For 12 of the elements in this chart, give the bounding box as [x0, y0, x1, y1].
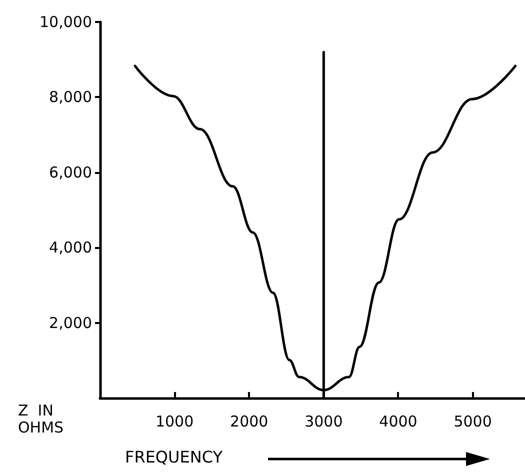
x-axis-title: FREQUENCY [125, 448, 223, 466]
y-tick-label: 4,000 [49, 238, 92, 257]
y-axis-title: Z IN OHMS [18, 402, 64, 436]
y-tick-label: 8,000 [49, 88, 92, 106]
x-tick-label: 4000 [379, 412, 418, 430]
x-tick-label: 1000 [155, 412, 194, 430]
x-tick-label: 2000 [230, 412, 268, 430]
x-tick-label: 5000 [454, 412, 492, 430]
y-tick-label: 2,000 [49, 314, 92, 332]
y-tick-label: 10,000 [40, 13, 92, 31]
y-tick-label: 6,000 [49, 163, 92, 182]
x-tick-label: 3000 [304, 412, 343, 430]
